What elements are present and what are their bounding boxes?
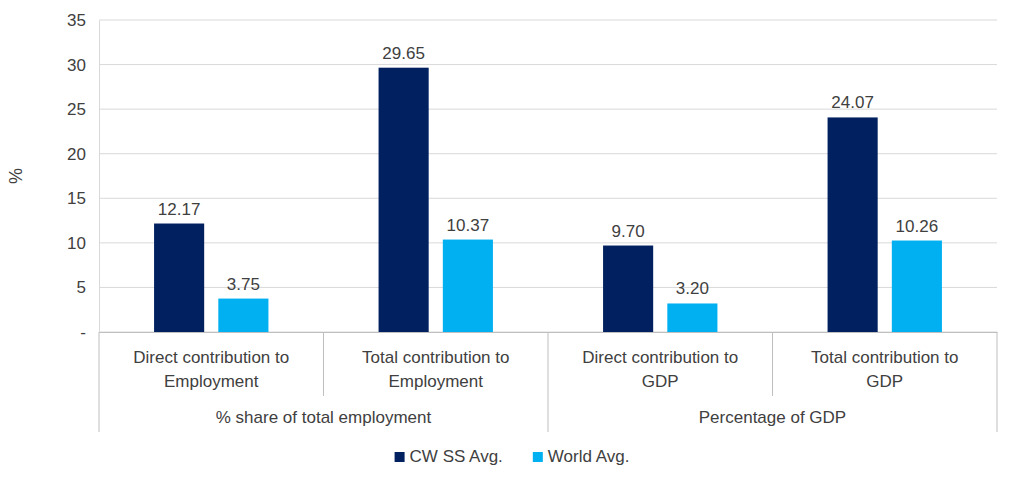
data-label: 10.26 (896, 217, 939, 236)
x-tick: Direct contribution toGDP (582, 332, 738, 391)
x-tick-label: Direct contribution toGDP (582, 348, 738, 391)
legend-label: World Avg. (548, 447, 630, 466)
dividers (99, 332, 997, 432)
y-axis-title: % (6, 168, 26, 184)
grid (99, 20, 997, 332)
bar (154, 224, 204, 332)
legend-swatch (533, 452, 543, 462)
bar (603, 246, 653, 332)
bars (154, 68, 942, 332)
x-tick: Total contribution toGDP (811, 332, 958, 391)
grid-line (99, 64, 997, 65)
grid-line (99, 20, 997, 21)
x-tick-label: Total contribution toEmployment (362, 348, 509, 391)
x-tick-label: Total contribution toGDP (811, 348, 958, 391)
data-label: 12.17 (158, 200, 201, 219)
y-tick-label: 35 (67, 11, 86, 30)
series (154, 68, 878, 332)
y-tick-label: 30 (67, 56, 86, 75)
x-tick-label: Direct contribution toEmployment (133, 348, 289, 391)
category-divider (99, 332, 100, 432)
y-tick: 20 (67, 145, 99, 164)
category-divider (548, 332, 549, 432)
group-label: % share of total employment (216, 408, 432, 427)
y-tick-label: - (80, 323, 86, 342)
y-tick: - (80, 323, 99, 342)
legend-item: World Avg. (533, 447, 630, 466)
bar (443, 240, 493, 332)
legend-item: CW SS Avg. (395, 447, 503, 466)
legend-label: CW SS Avg. (410, 447, 503, 466)
y-axis-line (99, 21, 100, 333)
y-tick: 15 (67, 189, 99, 208)
data-label: 3.75 (227, 275, 260, 294)
y-tick-label: 20 (67, 145, 86, 164)
x-tick: Total contribution toEmployment (362, 332, 509, 391)
category-divider (323, 332, 324, 396)
bar (892, 241, 942, 332)
y-tick: 10 (67, 234, 99, 253)
data-label: 9.70 (612, 222, 645, 241)
data-label: 10.37 (447, 216, 490, 235)
y-tick: 25 (67, 100, 99, 119)
y-tick: 5 (77, 278, 99, 297)
category-divider (997, 332, 998, 432)
category-divider (772, 332, 773, 396)
data-labels: 12.17 29.65 9.70 24.07 3.75 10.37 3.20 10.26 (158, 44, 938, 299)
bar (667, 303, 717, 332)
data-label: 3.20 (676, 279, 709, 298)
series (218, 240, 942, 332)
bar (218, 299, 268, 332)
y-tick: 30 (67, 56, 99, 75)
bar (828, 117, 878, 332)
y-tick-label: 15 (67, 189, 86, 208)
data-label: 24.07 (831, 93, 874, 112)
bar (379, 68, 429, 332)
y-axis: - 5 10 15 20 25 30 35 (67, 11, 99, 342)
y-tick: 35 (67, 11, 99, 30)
chart: - 5 10 15 20 25 30 35 Direct contribution toEmpl… (0, 0, 1024, 480)
y-tick-label: 25 (67, 100, 86, 119)
data-label: 29.65 (382, 44, 425, 63)
plot: - 5 10 15 20 25 30 35 Direct contribution toEmpl… (67, 11, 997, 432)
group-label: Percentage of GDP (699, 408, 846, 427)
x-tick: Direct contribution toEmployment (133, 332, 289, 391)
y-tick-label: 5 (77, 278, 86, 297)
y-tick-label: 10 (67, 234, 86, 253)
legend-swatch (395, 452, 405, 462)
legend: CW SS Avg. World Avg. (395, 447, 630, 466)
